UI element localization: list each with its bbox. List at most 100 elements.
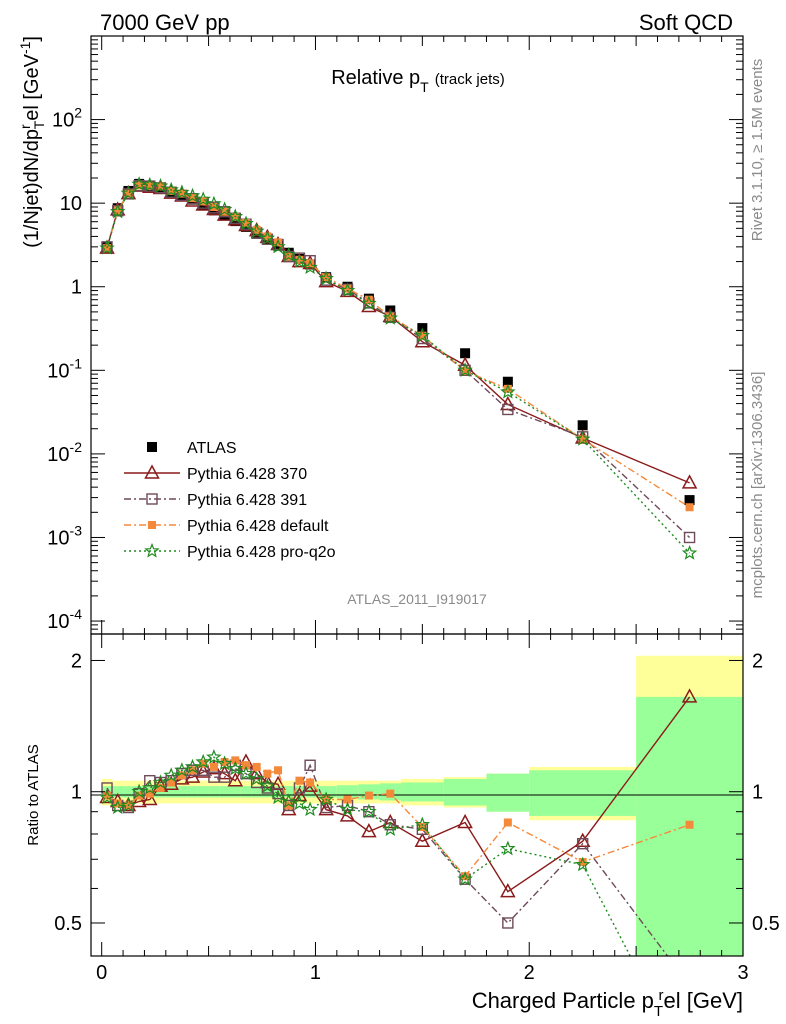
data-point-pythia-6-428-391: [683, 531, 696, 544]
ratio-point-pythia-6-428-pro-q2o: [216, 755, 233, 771]
ratio-point-pythia-6-428-370: [318, 801, 334, 816]
band-inner-bin: [240, 786, 252, 798]
legend: ATLAS Pythia 6.428 370 Pythia 6.428 391 Pyt…: [124, 440, 336, 561]
ratio-y-tick-label-right: 2: [752, 650, 763, 672]
data-point-pythia-6-428-pro-q2o: [414, 327, 431, 343]
ratio-point-pythia-6-428-370: [142, 790, 158, 806]
ratio-point-pythia-6-428-391: [272, 787, 284, 800]
data-point-pythia-6-428-pro-q2o: [238, 215, 254, 231]
main-y-tick-base: 10: [47, 527, 69, 549]
data-point-pythia-6-428-default: [124, 189, 133, 198]
ratio-point-pythia-6-428-pro-q2o: [318, 791, 334, 807]
ratio-point-pythia-6-428-391: [576, 837, 589, 850]
main-y-tick-base: 10: [52, 110, 74, 132]
data-point-pythia-6-428-pro-q2o: [152, 177, 169, 193]
main-y-tick-exponent: -4: [70, 606, 83, 622]
ratio-point-pythia-6-428-default: [386, 789, 395, 798]
data-point-pythia-6-428-391: [122, 188, 135, 200]
ratio-point-pythia-6-428-default: [284, 801, 293, 810]
ratio-point-pythia-6-428-370: [184, 768, 201, 783]
data-point-pythia-6-428-pro-q2o: [109, 203, 126, 219]
legend-marker: [144, 542, 160, 558]
x-tick-label: 3: [737, 962, 748, 984]
data-point-pythia-6-428-pro-q2o: [270, 238, 286, 254]
band-inner-bin: [486, 773, 530, 812]
ratio-point-pythia-6-428-370: [131, 792, 147, 808]
ratio-y-axis: 0.5 0.5 1 1 2 2: [54, 650, 780, 935]
data-point-pythia-6-428-pro-q2o: [248, 223, 265, 238]
ratio-point-pythia-6-428-pro-q2o: [206, 749, 222, 764]
ratio-point-pythia-6-428-370: [414, 832, 431, 847]
ratio-point-pythia-6-428-pro-q2o: [109, 799, 126, 815]
ratio-point-pythia-6-428-pro-q2o: [457, 870, 473, 886]
ratio-point-pythia-6-428-370: [248, 765, 265, 780]
ratio-point-pythia-6-428-default: [113, 799, 122, 808]
ratio-point-pythia-6-428-370: [361, 823, 377, 838]
ratio-point-pythia-6-428-default: [685, 820, 694, 829]
ratio-point-pythia-6-428-pro-q2o: [382, 821, 399, 836]
ratio-point-pythia-6-428-391: [502, 917, 514, 929]
main-y-tick-label: 10-2: [47, 439, 82, 466]
main-y-tick-label: 10-4: [47, 606, 82, 633]
ratio-point-pythia-6-428-pro-q2o: [163, 767, 179, 783]
ratio-uncertainty-band: [101, 655, 743, 956]
data-point-pythia-6-428-default: [295, 255, 304, 264]
legend-marker: [146, 493, 158, 505]
ratio-point-pythia-6-428-pro-q2o: [361, 803, 377, 819]
main-y-tick-label: 10-3: [47, 522, 82, 549]
mcplots-reference-label: mcplots.cern.ch [arXiv:1306.3436]: [749, 372, 766, 599]
band-inner-bin: [251, 786, 263, 798]
ratio-point-pythia-6-428-default: [199, 759, 208, 768]
ratio-point-pythia-6-428-default: [295, 776, 304, 785]
ratio-point-pythia-6-428-pro-q2o: [339, 801, 356, 817]
ratio-point-pythia-6-428-370: [195, 763, 211, 778]
legend-label: Pythia 6.428 391: [187, 492, 307, 509]
data-point-pythia-6-428-pro-q2o: [227, 208, 244, 224]
series-pythia-6-428-default: [103, 181, 694, 512]
band-inner-bin: [197, 786, 209, 798]
main-y-tick-exponent: -1: [70, 355, 83, 371]
legend-label: ATLAS: [187, 440, 237, 457]
data-point-pythia-6-428-default: [274, 238, 283, 247]
data-point-pythia-6-428-default: [252, 225, 261, 234]
ratio-y-tick-label-right: 0.5: [752, 913, 780, 935]
data-point-pythia-6-428-default: [322, 273, 331, 282]
ratio-point-pythia-6-428-pro-q2o: [120, 797, 137, 813]
main-y-tick-label: 1: [71, 277, 82, 299]
data-point-pythia-6-428-pro-q2o: [142, 176, 158, 192]
ratio-x-axis: 0 1 2 3: [96, 634, 749, 984]
data-point-pythia-6-428-default: [167, 186, 176, 195]
data-point-pythia-6-428-pro-q2o: [361, 295, 377, 311]
band-inner-bin: [165, 786, 177, 798]
ratio-point-pythia-6-428-pro-q2o: [414, 816, 431, 832]
ratio-point-pythia-6-428-default: [145, 789, 154, 798]
band-inner-bin: [187, 786, 198, 798]
main-data-layer: [99, 176, 698, 560]
header-right-label: Soft QCD: [639, 10, 733, 35]
data-point-atlas: [502, 376, 513, 387]
data-point-pythia-6-428-pro-q2o: [216, 201, 233, 217]
ratio-point-pythia-6-428-default: [252, 762, 261, 771]
main-y-tick-base: 10: [47, 360, 69, 382]
ratio-point-pythia-6-428-pro-q2o: [302, 801, 318, 817]
ratio-point-pythia-6-428-pro-q2o: [259, 777, 276, 793]
ratio-point-pythia-6-428-pro-q2o: [195, 753, 211, 769]
data-point-pythia-6-428-default: [177, 189, 186, 198]
data-point-pythia-6-428-default: [364, 295, 373, 304]
ratio-point-pythia-6-428-pro-q2o: [248, 770, 265, 786]
ratio-series-pythia-6-428-391: [101, 759, 669, 956]
data-point-pythia-6-428-pro-q2o: [195, 191, 211, 206]
data-point-pythia-6-428-pro-q2o: [318, 270, 334, 286]
ratio-series-pythia-6-428-default: [103, 756, 694, 881]
series-pythia-6-428-391: [101, 179, 696, 544]
data-point-pythia-6-428-pro-q2o: [500, 383, 516, 399]
ratio-point-pythia-6-428-pro-q2o: [281, 793, 297, 809]
ratio-point-pythia-6-428-370: [227, 772, 244, 787]
header-left-label: 7000 GeV pp: [100, 10, 230, 35]
data-point-pythia-6-428-pro-q2o: [184, 187, 201, 203]
data-point-pythia-6-428-default: [578, 435, 587, 444]
legend-marker: [148, 521, 156, 529]
data-point-pythia-6-428-pro-q2o: [681, 544, 698, 560]
